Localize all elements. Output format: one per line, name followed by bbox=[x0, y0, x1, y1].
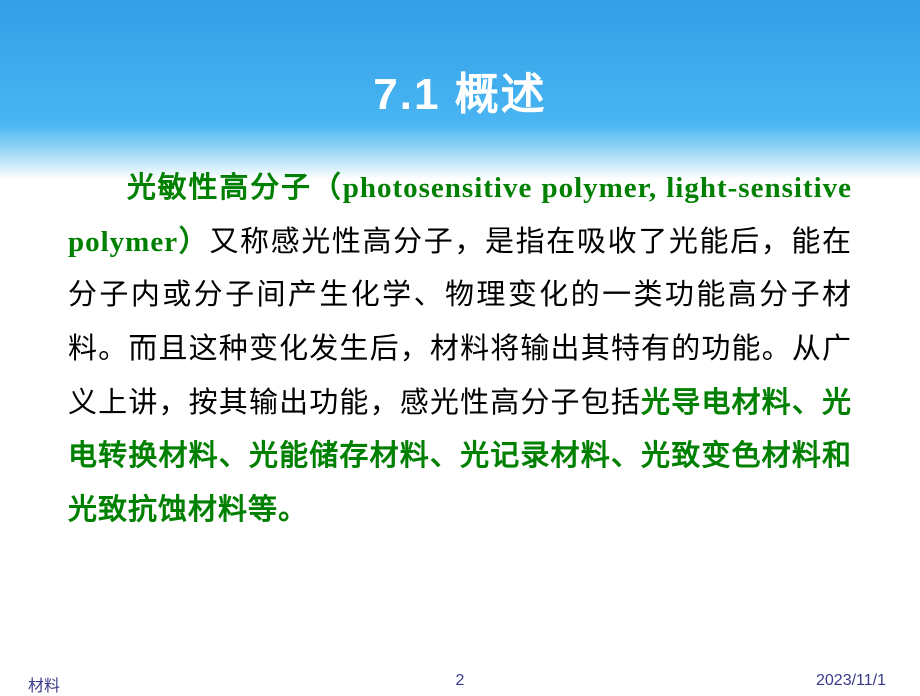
footer-left-text: 材料 bbox=[28, 672, 60, 696]
footer-date: 2023/11/1 bbox=[816, 672, 886, 690]
slide-title: 7.1 概述 bbox=[0, 0, 920, 122]
slide-body: 光敏性高分子（photosensitive polymer, light-sen… bbox=[0, 122, 920, 537]
footer-page-number: 2 bbox=[456, 672, 465, 690]
slide-container: 7.1 概述 光敏性高分子（photosensitive polymer, li… bbox=[0, 0, 920, 690]
